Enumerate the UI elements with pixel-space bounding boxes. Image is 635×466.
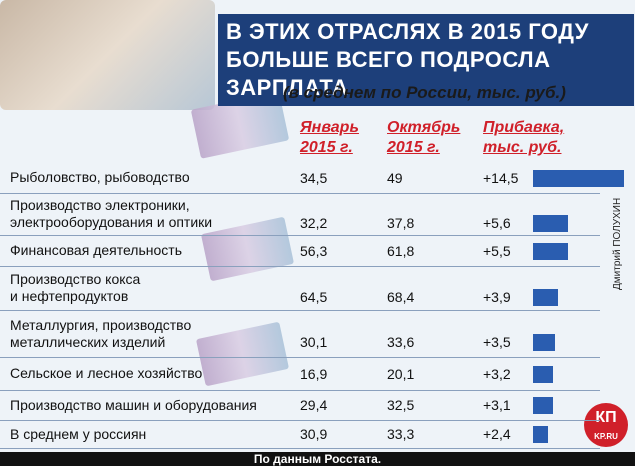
row-label: электрооборудования и оптики xyxy=(10,214,213,230)
oct-value: 37,8 xyxy=(387,214,415,231)
credit: Дмитрий ПОЛУХИН xyxy=(612,197,623,290)
increase-bar xyxy=(533,426,549,443)
increase-bar xyxy=(533,242,568,260)
increase-label: +3,2 xyxy=(483,365,511,382)
column-header: Прибавка, xyxy=(483,119,565,136)
column-header: тыс. руб. xyxy=(483,139,562,156)
column-header: Январь xyxy=(300,119,359,136)
column-header: 2015 г. xyxy=(387,139,440,156)
logo: КП KP.RU xyxy=(584,403,628,447)
jan-value: 16,9 xyxy=(300,365,328,382)
row-label: Сельское и лесное хозяйство xyxy=(10,365,203,381)
increase-bar xyxy=(533,288,558,306)
row-separator xyxy=(0,193,600,194)
jan-value: 64,5 xyxy=(300,288,328,305)
row-label: Производство кокса xyxy=(10,271,141,287)
title: В ЭТИХ ОТРАСЛЯХ В 2015 ГОДУ БОЛЬШЕ ВСЕГО… xyxy=(218,14,634,106)
oct-value: 33,6 xyxy=(387,334,415,350)
banknote xyxy=(200,216,295,282)
jan-value: 30,9 xyxy=(300,426,328,442)
increase-label: +5,6 xyxy=(483,214,511,231)
row-label: металлических изделий xyxy=(10,333,166,350)
increase-bar xyxy=(533,169,625,187)
jan-value: 34,5 xyxy=(300,169,328,186)
oct-value: 33,3 xyxy=(387,426,415,442)
title-line: В ЭТИХ ОТРАСЛЯХ В 2015 ГОДУ xyxy=(226,19,589,44)
banknote xyxy=(195,321,290,387)
row-separator xyxy=(0,310,600,311)
logo-text: КП xyxy=(595,409,617,426)
source: По данным Росстата. xyxy=(0,452,635,466)
row-separator xyxy=(0,448,600,449)
increase-label: +2,4 xyxy=(483,426,511,442)
increase-label: +3,9 xyxy=(483,288,511,305)
column-header: Октябрь xyxy=(387,119,461,136)
oct-value: 68,4 xyxy=(387,288,415,305)
row-label: Металлургия, производство xyxy=(10,316,192,333)
oct-value: 32,5 xyxy=(387,397,415,413)
row-separator xyxy=(0,235,600,236)
row-label: В среднем у россиян xyxy=(10,425,147,442)
row-separator xyxy=(0,357,600,358)
subtitle: (в среднем по России, тыс. руб.) xyxy=(283,83,566,102)
jan-value: 32,2 xyxy=(300,214,328,231)
column-header: 2015 г. xyxy=(300,139,353,156)
row-separator xyxy=(0,420,600,421)
row-label: Рыболовство, рыбоводство xyxy=(10,169,190,185)
row-separator xyxy=(0,266,600,267)
increase-bar xyxy=(533,214,569,232)
oct-value: 49 xyxy=(387,169,403,186)
row-label: Производство машин и оборудования xyxy=(10,396,257,413)
photo-hands xyxy=(0,0,215,110)
row-label: и нефтепродуктов xyxy=(10,288,129,304)
oct-value: 61,8 xyxy=(387,242,415,259)
logo-sub: KP.RU xyxy=(594,432,618,441)
increase-label: +5,5 xyxy=(483,242,511,259)
increase-bar xyxy=(533,397,553,414)
oct-value: 20,1 xyxy=(387,365,415,382)
increase-label: +3,5 xyxy=(483,334,511,350)
increase-bar xyxy=(533,334,556,351)
jan-value: 30,1 xyxy=(300,334,328,350)
jan-value: 29,4 xyxy=(300,397,328,413)
increase-label: +14,5 xyxy=(483,169,519,186)
increase-bar xyxy=(533,365,554,383)
row-separator xyxy=(0,390,600,391)
title-line: БОЛЬШЕ ВСЕГО ПОДРОСЛА ЗАРПЛАТА xyxy=(226,47,551,100)
jan-value: 56,3 xyxy=(300,242,328,259)
increase-label: +3,1 xyxy=(483,397,511,413)
row-label: Финансовая деятельность xyxy=(10,242,182,258)
row-label: Производство электроники, xyxy=(10,197,190,213)
